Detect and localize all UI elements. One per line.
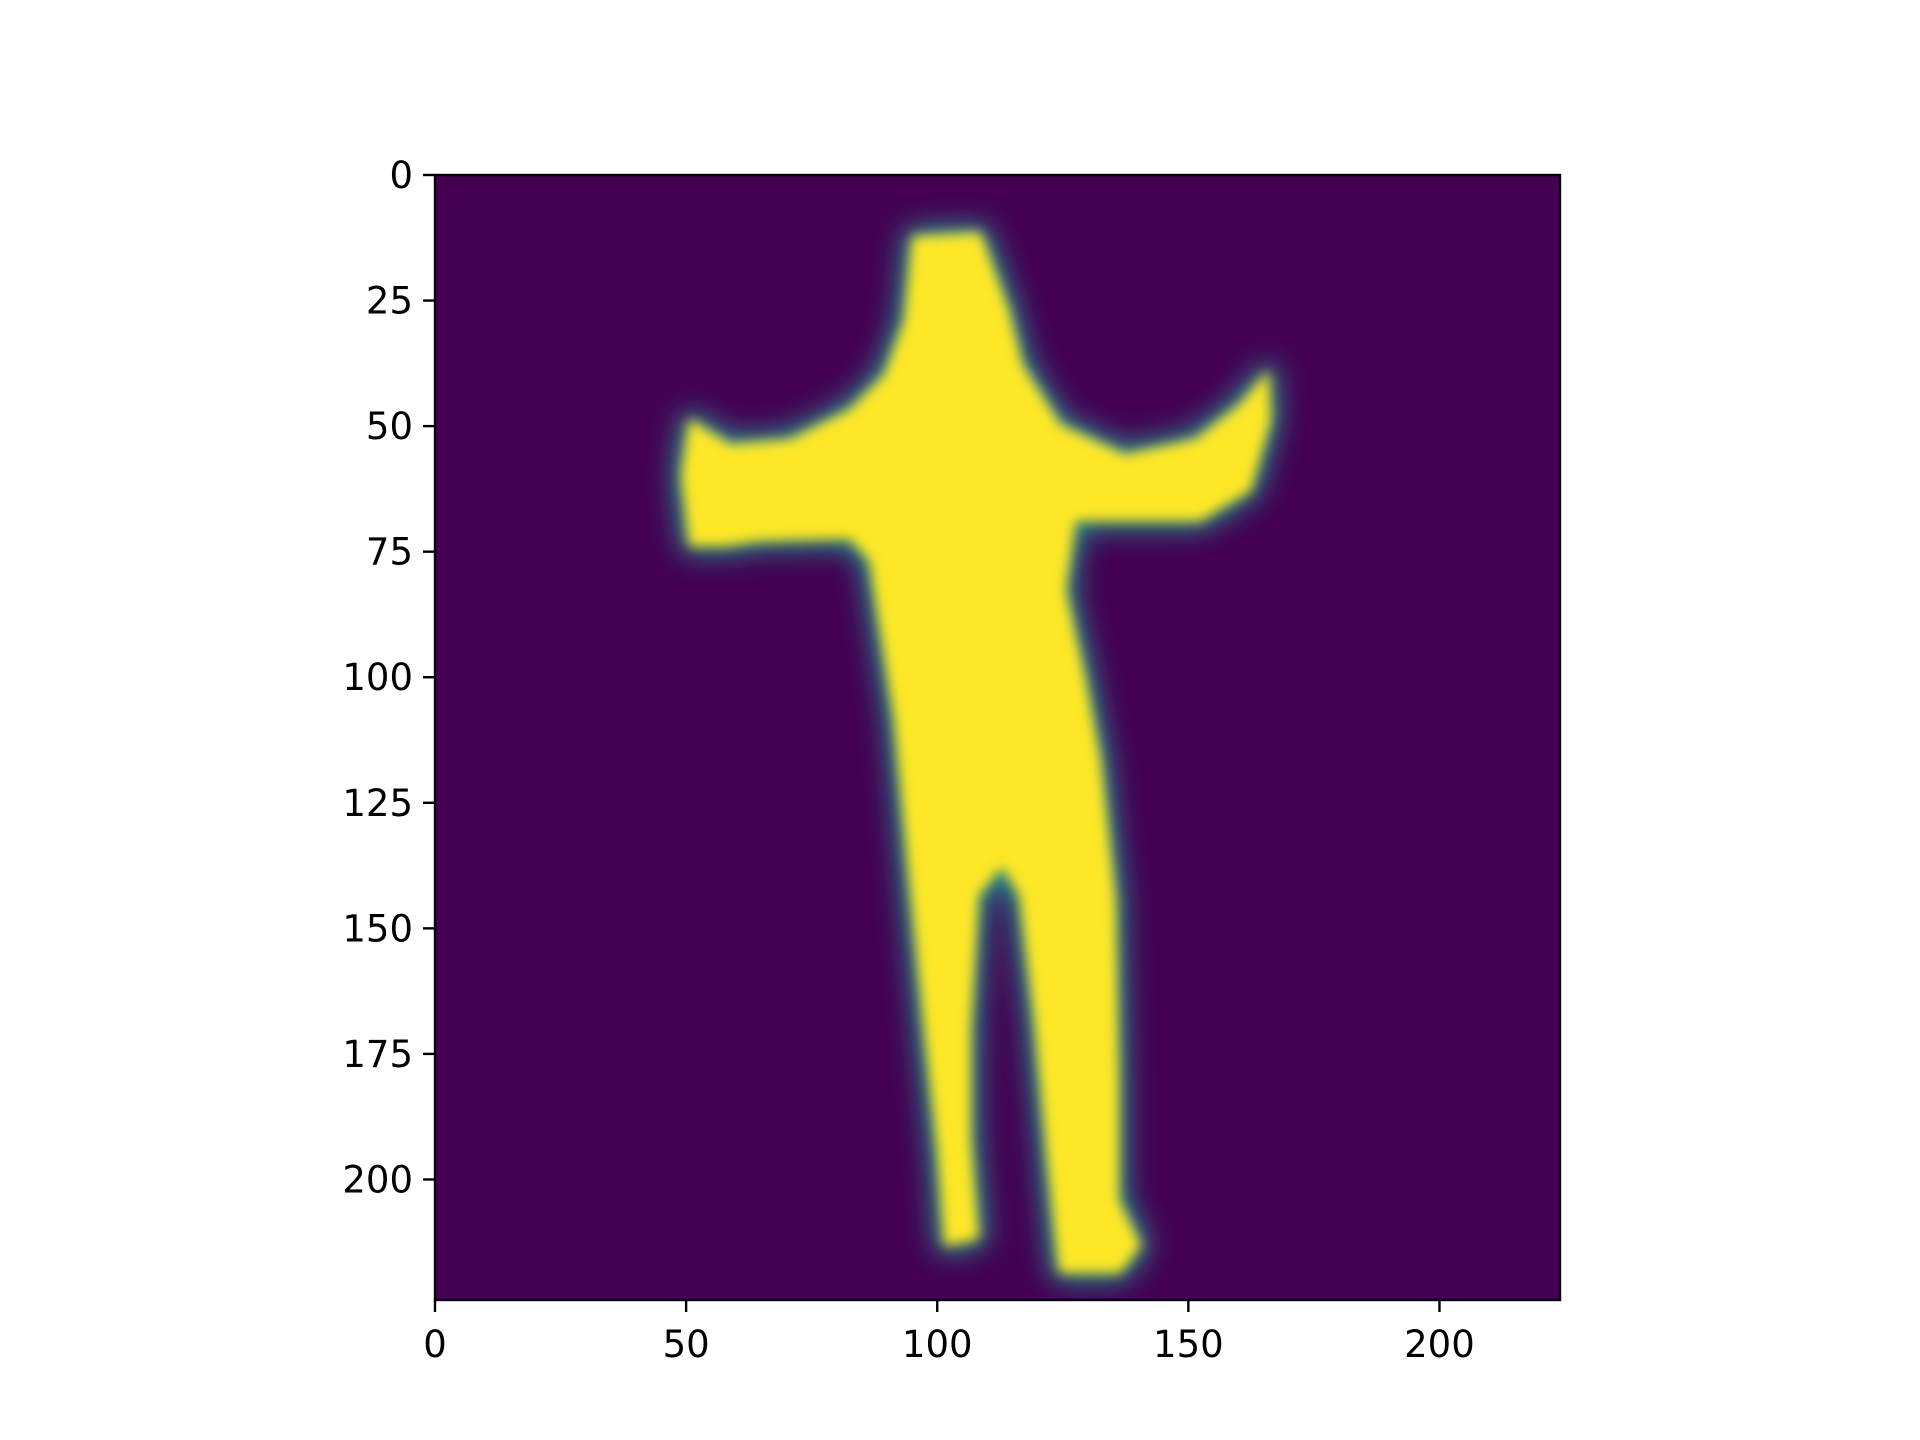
- x-axis: 0 50 100 150 200: [423, 1300, 1475, 1366]
- x-tick-label: 200: [1404, 1323, 1475, 1366]
- silhouette-core: [681, 232, 1271, 1273]
- y-tick-label: 50: [366, 405, 413, 448]
- x-tick-label: 50: [663, 1323, 710, 1366]
- x-tick-label: 100: [902, 1323, 973, 1366]
- axes-frame: [433, 173, 1562, 1302]
- y-tick-label: 100: [342, 656, 413, 699]
- y-tick-label: 125: [342, 782, 413, 825]
- x-tick-label: 150: [1153, 1323, 1224, 1366]
- y-tick-label: 25: [366, 280, 413, 323]
- y-tick-label: 150: [342, 907, 413, 950]
- y-tick-label: 175: [342, 1033, 413, 1076]
- y-tick-label: 75: [366, 531, 413, 574]
- y-axis: 0 25 50 75 100 125 150 175 200: [342, 154, 435, 1201]
- x-tick-label: 0: [423, 1323, 447, 1366]
- y-tick-label: 0: [389, 154, 413, 197]
- heatmap-silhouette: [673, 224, 1279, 1281]
- y-tick-label: 200: [342, 1158, 413, 1201]
